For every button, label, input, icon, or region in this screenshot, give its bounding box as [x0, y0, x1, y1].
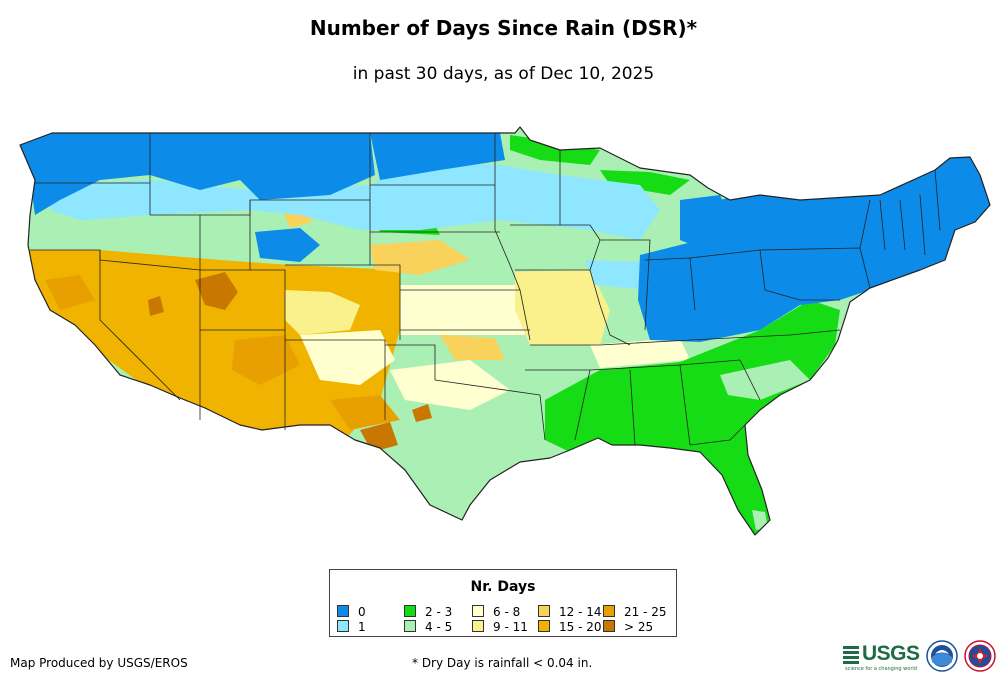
- usgs-logo-tagline: science for a changing world: [845, 666, 917, 672]
- legend-label: > 25: [624, 620, 654, 634]
- legend-item: 12 - 14: [538, 605, 602, 619]
- dsr-area-9-11-colorado: [285, 290, 360, 335]
- footnote-text: * Dry Day is rainfall < 0.04 in.: [412, 656, 593, 670]
- legend-item: 1: [337, 620, 366, 634]
- legend-item: > 25: [603, 620, 653, 634]
- dsr-area-6-8-kansas: [400, 285, 525, 335]
- legend-label: 9 - 11: [493, 620, 528, 634]
- dsr-area-25plus-nevada: [148, 296, 164, 316]
- dsr-area-21-25-az: [232, 335, 300, 385]
- dsr-area-12-14-ok: [440, 335, 505, 360]
- dsr-area-1-day-ohio: [585, 260, 650, 290]
- credit-text: Map Produced by USGS/EROS: [10, 656, 188, 670]
- dsr-area-6-8-tx: [390, 360, 510, 410]
- dsr-area-21-25-ca: [45, 275, 95, 310]
- usgs-logo-text: USGS: [862, 642, 920, 665]
- legend-item: 6 - 8: [472, 605, 520, 619]
- legend-label: 2 - 3: [425, 605, 453, 619]
- dsr-area-4-5-florida-tip: [752, 510, 768, 530]
- usgs-logo: USGS science for a changing world: [843, 642, 921, 672]
- legend-item: 9 - 11: [472, 620, 528, 634]
- dsr-area-0-day-michigan: [680, 195, 735, 250]
- dsr-area-2-3-upper-mi: [510, 135, 600, 165]
- dsr-area-4-5-iowa: [490, 225, 590, 272]
- legend-item: 2 - 3: [404, 605, 452, 619]
- legend-swatch: [472, 620, 484, 632]
- legend-label: 4 - 5: [425, 620, 453, 634]
- dsr-area-0-day-colorado: [255, 228, 320, 262]
- legend-swatch: [538, 620, 550, 632]
- dsr-area-25plus-utah: [195, 272, 238, 310]
- dsr-area-6-8-nm: [300, 330, 395, 385]
- dsr-area-6-8-kentucky: [590, 338, 690, 368]
- dsr-area-4-5-texas-coast: [445, 430, 545, 520]
- legend-item: 15 - 20: [538, 620, 602, 634]
- legend-label: 0: [358, 605, 366, 619]
- dsr-area-2-3-northern-wi: [600, 170, 690, 195]
- dsr-area-25plus-texas2: [412, 404, 432, 422]
- state-boundaries: [19, 126, 991, 536]
- us-dsr-map: [19, 126, 991, 536]
- noaa-logo-icon: [926, 640, 958, 672]
- map-title: Number of Days Since Rain (DSR)*: [309, 16, 698, 40]
- legend-label: 15 - 20: [559, 620, 602, 634]
- legend-label: 12 - 14: [559, 605, 602, 619]
- dsr-area-0-day-northeast: [638, 157, 990, 342]
- dsr-area-9-11-missouri: [515, 270, 610, 345]
- legend-swatch: [603, 605, 615, 617]
- nws-logo-icon: [964, 640, 996, 672]
- usgs-mark-icon: [843, 646, 859, 666]
- map-subtitle: in past 30 days, as of Dec 10, 2025: [352, 64, 655, 84]
- dsr-area-21-25-tx: [330, 395, 400, 430]
- legend-swatch: [472, 605, 484, 617]
- legend-swatch: [538, 605, 550, 617]
- legend-label: 21 - 25: [624, 605, 667, 619]
- legend-swatch: [337, 605, 349, 617]
- dsr-area-4-5-oregon: [30, 215, 260, 262]
- legend-item: 4 - 5: [404, 620, 452, 634]
- legend-swatch: [603, 620, 615, 632]
- dsr-area-2-3-southeast: [545, 300, 840, 535]
- legend-item: 21 - 25: [603, 605, 667, 619]
- legend-label: 6 - 8: [493, 605, 521, 619]
- dsr-area-12-14-nebraska: [370, 240, 470, 275]
- dsr-area-0-day-northwest: [20, 133, 375, 215]
- legend: Nr. Days 0 1 2 - 3 4 - 5 6 - 8 9 - 11 12…: [329, 569, 677, 637]
- legend-title: Nr. Days: [470, 579, 536, 595]
- legend-label: 1: [358, 620, 366, 634]
- legend-swatch: [337, 620, 349, 632]
- legend-swatch: [404, 605, 416, 617]
- legend-item: 0: [337, 605, 366, 619]
- dsr-area-4-5-carolinas: [720, 360, 810, 400]
- dsr-area-0-day-montana-east: [370, 133, 505, 180]
- legend-swatch: [404, 620, 416, 632]
